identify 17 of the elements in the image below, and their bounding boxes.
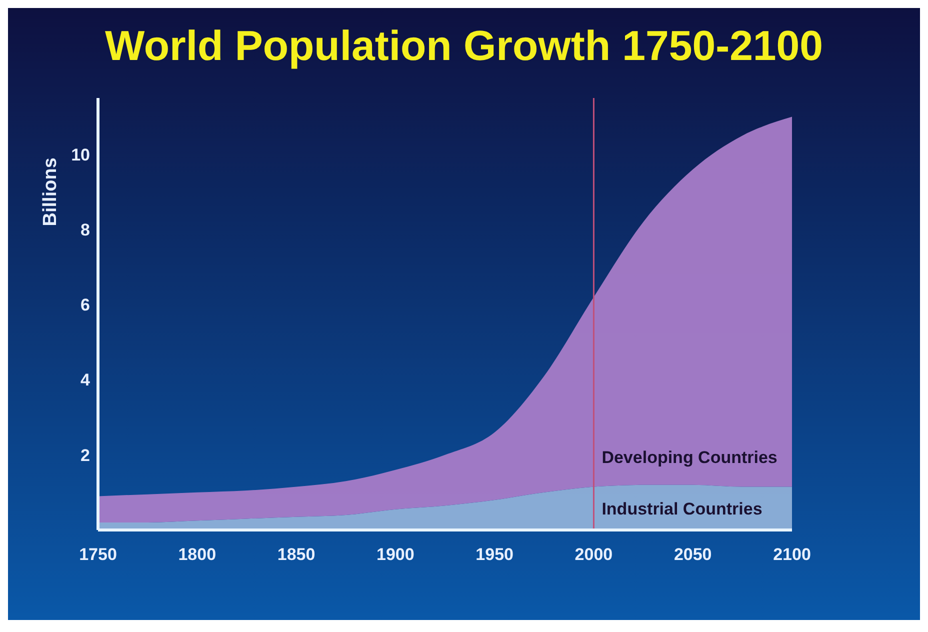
x-tick-label: 2000 [574, 545, 613, 564]
series-label: Industrial Countries [602, 499, 762, 518]
x-tick-label: 1800 [178, 545, 216, 564]
chart-title: World Population Growth 1750-2100 [104, 22, 824, 69]
y-axis-title: Billions [40, 158, 61, 226]
y-tick-label: 8 [80, 220, 90, 240]
x-tick-label: 1950 [476, 545, 514, 564]
x-tick-label: 1750 [79, 545, 117, 564]
y-tick-label: 10 [71, 145, 90, 164]
x-tick-label: 2100 [773, 545, 811, 564]
y-tick-label: 4 [80, 370, 91, 390]
y-tick-label: 6 [80, 296, 90, 315]
x-tick-label: 1900 [376, 545, 414, 564]
series-label: Developing Countries [602, 448, 778, 467]
y-tick-label: 2 [80, 446, 90, 465]
x-tick-label: 1850 [277, 545, 316, 564]
x-tick-label: 2050 [674, 545, 712, 564]
